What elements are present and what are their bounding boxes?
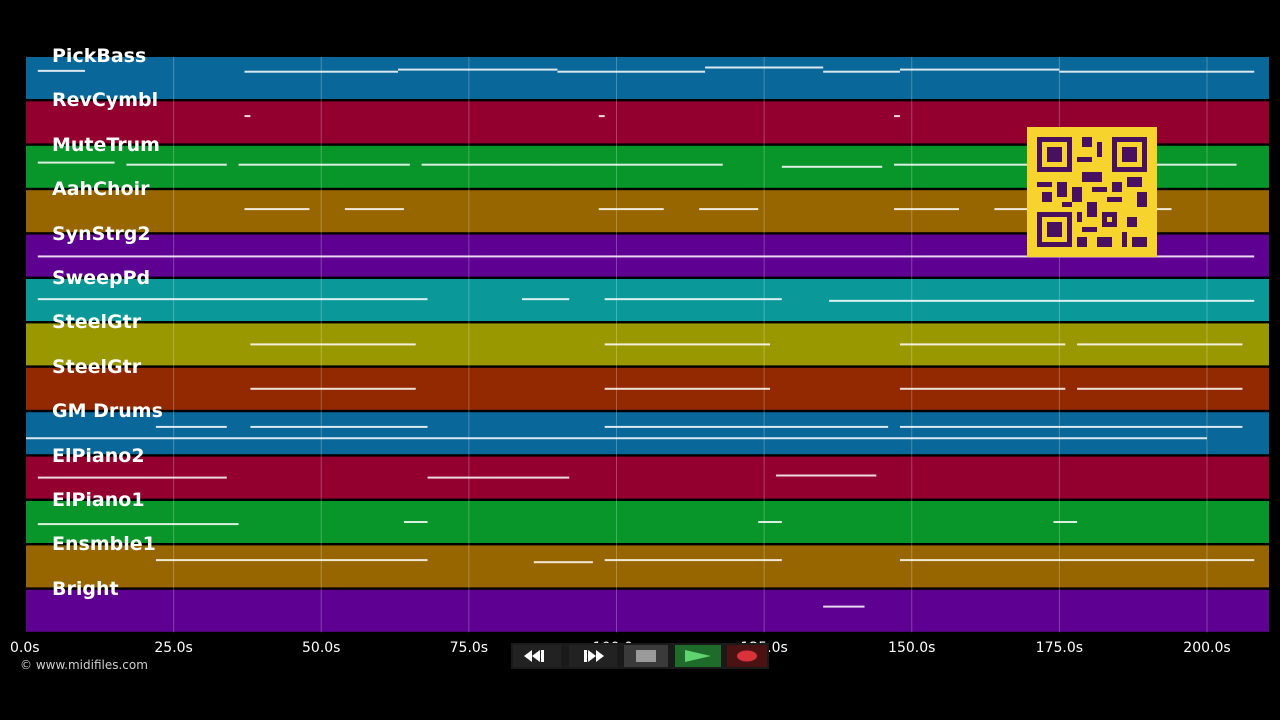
track-label: ElPiano2 [52, 444, 145, 467]
note-segment [250, 425, 428, 428]
note-segment [899, 343, 1066, 346]
time-tick-label: 0.0s [10, 640, 40, 656]
note-segment [1077, 387, 1243, 390]
note-segment [598, 208, 664, 211]
note-segment [522, 298, 570, 301]
piano-roll [26, 57, 1269, 633]
track-label: ElPiano1 [52, 489, 145, 511]
note-segment [26, 437, 617, 440]
record-icon [737, 650, 757, 662]
note-segment [604, 387, 771, 390]
note-segment [604, 425, 889, 428]
note-segment [894, 115, 900, 118]
time-tick-label: 175.0s [1035, 640, 1084, 656]
note-segment [126, 163, 227, 166]
note-segment [533, 561, 593, 564]
track-label: RevCymbl [52, 89, 159, 112]
note-segment [899, 68, 1060, 71]
play-button[interactable] [675, 645, 721, 667]
track-lane [26, 589, 1269, 632]
note-segment [899, 387, 1066, 390]
note-segment [598, 115, 605, 118]
note-segment [155, 425, 227, 428]
time-tick-label: 25.0s [154, 640, 193, 656]
stop-icon [636, 650, 656, 662]
time-tick-label: 150.0s [888, 640, 936, 656]
note-segment [894, 208, 959, 211]
copyright-notice: © www.midifiles.com [20, 658, 148, 672]
track-label: AahChoir [52, 178, 150, 201]
note-segment [37, 476, 227, 479]
note-segment [557, 70, 706, 73]
rewind-icon [524, 650, 544, 662]
note-segment [781, 165, 883, 168]
note-segment [604, 559, 782, 562]
note-segment [823, 605, 865, 608]
track-label: Bright [52, 577, 119, 600]
note-segment [994, 208, 1042, 211]
note-segment [244, 115, 251, 118]
note-segment [894, 163, 1078, 166]
note-segment [421, 163, 558, 166]
note-segment [775, 474, 877, 477]
note-segment [244, 70, 399, 73]
note-segment [823, 70, 900, 73]
note-segment [37, 523, 239, 526]
note-segment [398, 68, 558, 71]
note-segment [155, 559, 428, 562]
time-tick-label: 75.0s [449, 640, 489, 656]
track-label: Ensmble1 [52, 533, 156, 556]
note-segment [238, 163, 410, 166]
time-tick-label: 200.0s [1183, 640, 1231, 656]
note-segment [344, 208, 404, 211]
note-segment [37, 298, 428, 301]
note-segment [37, 69, 86, 72]
track-lane [26, 456, 1269, 499]
fast-forward-icon [584, 650, 604, 662]
track-label: SynStrg2 [52, 222, 151, 245]
track-label: MuteTrum [52, 133, 160, 156]
note-segment [1077, 343, 1243, 346]
fast-forward-button[interactable] [569, 645, 617, 667]
note-segment [699, 208, 759, 211]
note-segment [403, 521, 428, 523]
track-label: SteelGtr [52, 311, 142, 334]
transport-controls [511, 643, 769, 669]
note-segment [250, 387, 416, 390]
note-segment [829, 299, 1255, 302]
track-label: GM Drums [52, 400, 163, 423]
track-lane [26, 412, 1269, 455]
track-lane [26, 545, 1269, 588]
note-segment [899, 559, 1255, 562]
note-segment [427, 476, 570, 479]
track-label: PickBass [52, 45, 147, 67]
note-segment [250, 343, 416, 346]
note-segment [604, 343, 771, 346]
note-segment [705, 66, 824, 69]
rewind-button[interactable] [513, 645, 561, 667]
track-lane [26, 57, 1269, 99]
track-label: SteelGtr [52, 355, 142, 378]
note-segment [1053, 521, 1078, 523]
note-segment [1088, 163, 1237, 166]
track-label: SweepPd [52, 267, 151, 289]
note-segment [557, 163, 723, 166]
note-segment [758, 521, 782, 523]
note-segment [244, 208, 310, 211]
time-tick-label: 50.0s [302, 640, 341, 656]
note-segment [604, 298, 782, 301]
note-segment [616, 437, 1207, 440]
note-segment [37, 161, 115, 164]
qr-code-icon [1027, 127, 1157, 257]
play-icon [685, 650, 711, 662]
note-segment [1059, 70, 1255, 73]
record-button[interactable] [727, 645, 767, 667]
note-segment [899, 425, 1243, 428]
track-lane [26, 501, 1269, 543]
note-segment [37, 255, 1255, 258]
stop-button[interactable] [624, 645, 668, 667]
